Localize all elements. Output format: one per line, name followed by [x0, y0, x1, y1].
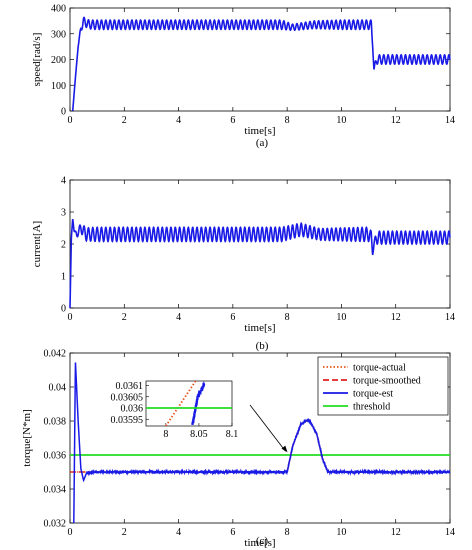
x-tick-label: 10 — [336, 527, 346, 538]
y-axis-label: speed[rad/s] — [31, 33, 43, 87]
legend-label: torque-actual — [353, 363, 406, 374]
x-tick-label: 8 — [285, 115, 290, 126]
legend-label: torque-smoothed — [353, 376, 421, 387]
y-tick-label: 4 — [61, 176, 66, 187]
x-tick-label: 10 — [336, 312, 346, 323]
x-tick-label: 6 — [230, 115, 235, 126]
y-tick-label: 0 — [61, 304, 66, 315]
series-line-torque-smoothed — [70, 418, 450, 473]
x-tick-label: 14 — [445, 527, 455, 538]
x-tick-label: 4 — [176, 115, 181, 126]
y-tick-label: 100 — [51, 81, 66, 92]
x-tick-label: 8 — [285, 527, 290, 538]
y-axis-label: current[A] — [31, 221, 43, 267]
y-tick-label: 0.042 — [44, 349, 67, 360]
legend-label: threshold — [353, 402, 390, 413]
x-tick-label: 12 — [391, 312, 401, 323]
y-tick-label: 300 — [51, 29, 66, 40]
x-tick-label: 2 — [122, 527, 127, 538]
annotation-arrow-line — [249, 404, 286, 452]
series-line — [71, 16, 451, 112]
y-tick-label: 0.04 — [49, 383, 67, 394]
plot-frame — [69, 352, 451, 524]
series-line-torque-est — [73, 362, 450, 523]
x-tick-label: 10 — [336, 115, 346, 126]
y-tick-label: 2 — [61, 240, 66, 251]
inset-y-tick-label: 0.036 — [121, 404, 144, 415]
y-tick-label: 0.038 — [44, 417, 67, 428]
series-line-torque-actual — [70, 418, 450, 473]
annotation-arrow-head — [281, 445, 288, 453]
speed-chart-panel: 0 2 4 6 8 10 12 14 0 100 200 300 400 time[s] speed[rad… — [31, 4, 455, 138]
x-tick-label: 4 — [176, 312, 181, 323]
x-axis-label: time[s] — [244, 322, 275, 334]
x-tick-label: 8 — [285, 312, 290, 323]
x-tick-label: 0 — [68, 115, 73, 126]
x-tick-label: 4 — [176, 527, 181, 538]
y-tick-label: 200 — [51, 55, 66, 66]
legend-label: torque-est — [353, 389, 393, 400]
inset-y-tick-label: 0.03595 — [111, 415, 144, 426]
torque-chart-panel: 0 2 4 6 8 10 12 14 0.032 0.034 0.036 0.038 0.04 0.042… — [21, 349, 455, 550]
inset-frame — [145, 380, 233, 427]
x-tick-label: 14 — [445, 312, 455, 323]
inset-y-tick-label: 0.0361 — [116, 381, 144, 392]
x-axis-label: time[s] — [244, 125, 275, 137]
panel-c-caption: (c) — [256, 535, 269, 547]
x-tick-label: 0 — [68, 312, 73, 323]
x-tick-label: 0 — [68, 527, 73, 538]
x-tick-label: 6 — [230, 312, 235, 323]
inset-x-tick-label: 8.05 — [190, 429, 208, 440]
inset-x-tick-label: 8.1 — [226, 429, 239, 440]
panel-a-caption: (a) — [256, 137, 269, 149]
y-tick-label: 0.032 — [44, 519, 67, 530]
y-tick-label: 0.036 — [44, 451, 67, 462]
y-tick-label: 3 — [61, 208, 66, 219]
x-tick-label: 2 — [122, 115, 127, 126]
series-group — [70, 362, 450, 523]
y-tick-label: 0.034 — [44, 485, 67, 496]
y-axis-label: torque[N*m] — [21, 409, 33, 466]
plot-frame — [69, 179, 451, 309]
inset-series-line-torque-est — [191, 381, 206, 426]
panel-b-caption: (b) — [256, 340, 269, 352]
x-tick-label: 12 — [391, 115, 401, 126]
inset-y-tick-label: 0.03605 — [111, 392, 144, 403]
y-tick-label: 1 — [61, 272, 66, 283]
y-tick-label: 400 — [51, 4, 66, 15]
x-axis-label: time[s] — [244, 537, 275, 549]
x-tick-label: 14 — [445, 115, 455, 126]
y-tick-label: 0 — [61, 107, 66, 118]
series-line — [69, 218, 451, 309]
inset-x-tick-label: 8 — [163, 429, 168, 440]
x-tick-label: 12 — [391, 527, 401, 538]
x-tick-label: 2 — [122, 312, 127, 323]
x-tick-label: 6 — [230, 527, 235, 538]
inset-series-group — [146, 381, 232, 426]
